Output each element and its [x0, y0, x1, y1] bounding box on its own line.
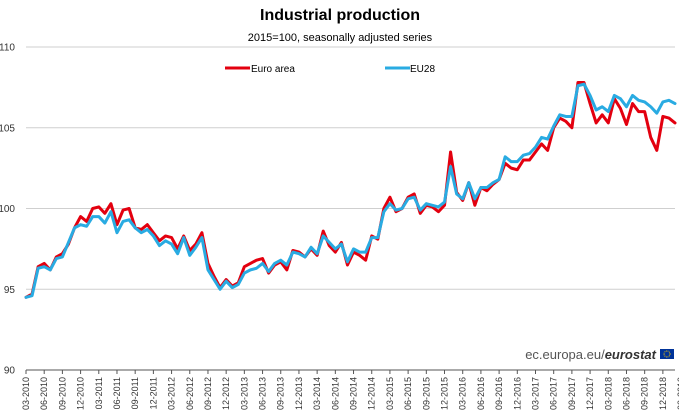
x-axis: 03-2010 06-2010 09-2010 12-2010 03-2011 06-20…	[21, 370, 679, 410]
x-tick-label: 12-2016	[512, 377, 522, 410]
x-tick-label: 09-2017	[567, 377, 577, 410]
x-tick-label: 03-2016	[458, 377, 468, 410]
y-tick-label: 95	[4, 285, 16, 296]
x-tick-label: 12-2010	[76, 377, 86, 410]
source-brand: eurostat	[605, 347, 657, 362]
series-lines	[24, 81, 677, 299]
legend-label-euro-area: Euro area	[251, 64, 295, 75]
eu-flag-icon	[660, 349, 674, 359]
x-tick-label: 03-2017	[530, 377, 540, 410]
x-tick-label: 06-2018	[621, 377, 631, 410]
chart-title: Industrial production	[260, 7, 420, 24]
x-tick-label: 12-2018	[658, 377, 668, 410]
x-tick-label: 03-2018	[603, 377, 613, 410]
x-tick-label: 09-2018	[640, 377, 650, 410]
x-tick-label: 09-2016	[494, 377, 504, 410]
y-axis: 90 95 100 105 110	[0, 43, 15, 377]
chart-subtitle: 2015=100, seasonally adjusted series	[248, 32, 433, 44]
x-tick-label: 06-2013	[258, 377, 268, 410]
x-tick-label: 06-2014	[330, 377, 340, 410]
series-line-eu28	[24, 82, 677, 299]
series-line-euro-area	[24, 81, 677, 299]
source-credit: ec.europa.eu/eurostat	[525, 347, 674, 362]
x-tick-label: 06-2011	[112, 377, 122, 409]
x-tick-label: 03-2015	[385, 377, 395, 410]
gridlines	[26, 46, 675, 371]
x-tick-label: 06-2010	[39, 377, 49, 410]
x-tick-label: 03-2012	[167, 377, 177, 410]
legend-label-eu28: EU28	[410, 64, 435, 75]
x-tick-label: 03-2010	[21, 377, 31, 410]
x-tick-label: 06-2015	[403, 377, 413, 410]
x-tick-label: 12-2011	[148, 377, 158, 409]
x-tick-label: 12-2017	[585, 377, 595, 410]
source-prefix: ec.europa.eu/	[525, 347, 605, 362]
x-tick-label: 03-2019	[676, 377, 679, 410]
y-tick-label: 110	[0, 43, 15, 54]
x-tick-label: 09-2014	[349, 377, 359, 410]
x-tick-label: 06-2016	[476, 377, 486, 410]
y-tick-label: 105	[0, 123, 15, 134]
x-tick-label: 12-2012	[221, 377, 231, 410]
x-tick-label: 09-2015	[421, 377, 431, 410]
x-tick-label: 09-2013	[276, 377, 286, 410]
x-tick-label: 06-2012	[185, 377, 195, 410]
y-tick-label: 100	[0, 204, 15, 215]
x-tick-label: 06-2017	[549, 377, 559, 410]
x-tick-label: 12-2013	[294, 377, 304, 410]
x-tick-label: 03-2014	[312, 377, 322, 410]
x-tick-label: 03-2013	[239, 377, 249, 410]
y-tick-label: 90	[4, 366, 16, 377]
legend: Euro area EU28	[225, 64, 435, 75]
x-tick-label: 09-2011	[130, 377, 140, 409]
x-tick-label: 09-2010	[57, 377, 67, 410]
source-text: ec.europa.eu/eurostat	[525, 347, 656, 362]
x-tick-label: 12-2014	[367, 377, 377, 410]
x-tick-label: 09-2012	[203, 377, 213, 410]
x-tick-label: 03-2011	[94, 377, 104, 409]
x-tick-label: 12-2015	[440, 377, 450, 410]
